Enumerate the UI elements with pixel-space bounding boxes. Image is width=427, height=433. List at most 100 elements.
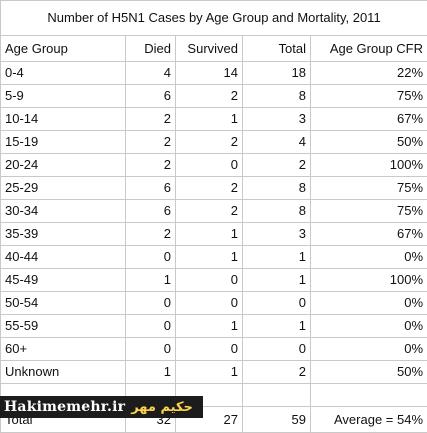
column-header-cfr: Age Group CFR (311, 36, 427, 62)
cell-total: 0 (243, 292, 311, 315)
watermark-fa-text: حکیم مهر (131, 400, 193, 415)
cell-died: 0 (126, 338, 176, 361)
cell-cfr: 75% (311, 200, 427, 223)
header-row: Age Group Died Survived Total Age Group … (1, 36, 427, 62)
column-header-survived: Survived (176, 36, 243, 62)
cell-survived: 0 (176, 269, 243, 292)
cell-survived: 0 (176, 292, 243, 315)
cell-survived: 1 (176, 246, 243, 269)
cell-cfr: 75% (311, 177, 427, 200)
cell-total: 59 (243, 407, 311, 433)
cell-survived: 1 (176, 361, 243, 384)
cell-total: 8 (243, 85, 311, 108)
cell-age-group: 40-44 (1, 246, 126, 269)
cell-cfr: 67% (311, 108, 427, 131)
cell-survived: 14 (176, 62, 243, 85)
cell-cfr: 67% (311, 223, 427, 246)
cell-survived: 1 (176, 223, 243, 246)
cell-cfr: 100% (311, 154, 427, 177)
cell-cfr: Average = 54% (311, 407, 427, 433)
cell-survived: 2 (176, 177, 243, 200)
cell-died: 0 (126, 292, 176, 315)
cell-died: 2 (126, 131, 176, 154)
cell-total: 1 (243, 315, 311, 338)
cell-cfr: 0% (311, 292, 427, 315)
cell-survived: 1 (176, 315, 243, 338)
cell-total: 1 (243, 269, 311, 292)
cell-total: 8 (243, 177, 311, 200)
cell-total: 18 (243, 62, 311, 85)
cell-total: 3 (243, 223, 311, 246)
cell-died: 6 (126, 85, 176, 108)
cell-total: 8 (243, 200, 311, 223)
cell-age-group: 5-9 (1, 85, 126, 108)
cell-died: 4 (126, 62, 176, 85)
cell-died: 2 (126, 223, 176, 246)
cell-age-group: 10-14 (1, 108, 126, 131)
cell-died: 6 (126, 177, 176, 200)
cell-died: 2 (126, 154, 176, 177)
cell-cfr: 75% (311, 85, 427, 108)
cell-cfr: 50% (311, 361, 427, 384)
cell-total: 4 (243, 131, 311, 154)
cell-survived: 2 (176, 200, 243, 223)
cell-age-group: 60+ (1, 338, 126, 361)
cell-age-group: 25-29 (1, 177, 126, 200)
column-header-age-group: Age Group (1, 36, 126, 62)
cell-total: 2 (243, 361, 311, 384)
cell-cfr: 50% (311, 131, 427, 154)
cell-total: 1 (243, 246, 311, 269)
cell-died: 0 (126, 315, 176, 338)
cell-survived: 2 (176, 131, 243, 154)
cell-died: 2 (126, 108, 176, 131)
cell-age-group: 35-39 (1, 223, 126, 246)
blank-cell (311, 384, 427, 407)
cell-age-group: Unknown (1, 361, 126, 384)
title-row: Number of H5N1 Cases by Age Group and Mo… (1, 1, 427, 36)
cell-age-group: 55-59 (1, 315, 126, 338)
cell-died: 0 (126, 246, 176, 269)
cell-cfr: 22% (311, 62, 427, 85)
cell-age-group: 15-19 (1, 131, 126, 154)
column-header-died: Died (126, 36, 176, 62)
cell-died: 6 (126, 200, 176, 223)
cell-total: 3 (243, 108, 311, 131)
cell-cfr: 100% (311, 269, 427, 292)
table-title: Number of H5N1 Cases by Age Group and Mo… (1, 1, 427, 36)
blank-cell (243, 384, 311, 407)
cell-total: 2 (243, 154, 311, 177)
cell-died: 1 (126, 361, 176, 384)
cell-survived: 0 (176, 338, 243, 361)
cell-age-group: 0-4 (1, 62, 126, 85)
column-header-total: Total (243, 36, 311, 62)
cell-total: 0 (243, 338, 311, 361)
cell-age-group: 30-34 (1, 200, 126, 223)
cell-cfr: 0% (311, 315, 427, 338)
cell-survived: 2 (176, 85, 243, 108)
cell-age-group: 50-54 (1, 292, 126, 315)
cell-survived: 0 (176, 154, 243, 177)
watermark-banner: Hakimemehr.ir حکیم مهر (0, 396, 203, 418)
watermark-text: Hakimemehr.ir (4, 399, 125, 415)
cell-survived: 1 (176, 108, 243, 131)
cell-age-group: 45-49 (1, 269, 126, 292)
cell-cfr: 0% (311, 246, 427, 269)
cell-age-group: 20-24 (1, 154, 126, 177)
cell-died: 1 (126, 269, 176, 292)
